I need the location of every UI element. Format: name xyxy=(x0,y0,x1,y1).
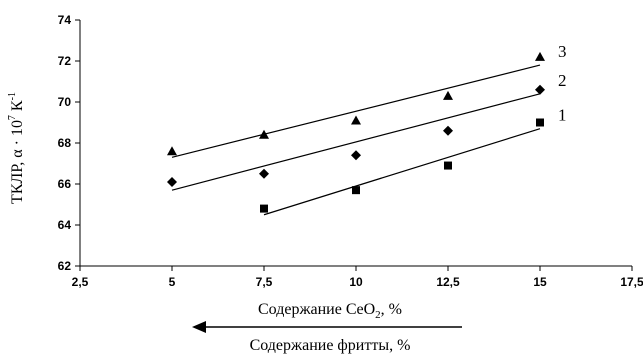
series-label-1: 1 xyxy=(558,106,567,125)
trendline-series-1 xyxy=(263,128,541,216)
x-tick-label: 7,5 xyxy=(256,275,273,289)
y-tick-label: 70 xyxy=(58,95,72,109)
x-tick-label: 15 xyxy=(533,275,547,289)
frit-label: Содержание фритты, % xyxy=(250,337,411,354)
x-tick-label: 5 xyxy=(169,275,176,289)
frit-arrow xyxy=(192,321,462,333)
x-tick-label: 10 xyxy=(349,275,363,289)
y-tick-label: 68 xyxy=(58,136,72,150)
data-point-series-1 xyxy=(536,118,544,127)
series-label-3: 3 xyxy=(558,42,567,61)
y-tick-label: 66 xyxy=(58,177,72,191)
trendline-series-3 xyxy=(171,64,541,158)
data-point-series-2 xyxy=(259,168,269,179)
trendlines xyxy=(171,64,541,216)
data-point-series-3 xyxy=(535,51,545,61)
x-tick-label: 17,5 xyxy=(620,275,643,289)
data-point-series-3 xyxy=(351,115,361,125)
data-point-series-3 xyxy=(167,146,177,156)
trendline-series-2 xyxy=(171,93,541,191)
y-tick-label: 74 xyxy=(58,13,72,27)
data-point-series-3 xyxy=(443,90,453,100)
y-tick-label: 64 xyxy=(58,218,72,232)
data-point-series-2 xyxy=(167,176,177,187)
labels: 1 2 3 xyxy=(558,42,567,125)
x-axis-title: Содержание CeO2, % xyxy=(258,301,402,321)
data-point-series-1 xyxy=(444,161,452,170)
data-point-series-1 xyxy=(260,204,268,213)
data-point-series-2 xyxy=(443,125,453,136)
series-label-2: 2 xyxy=(558,71,567,90)
x-tick-label: 2,5 xyxy=(72,275,89,289)
frit-arrow-head xyxy=(192,321,206,333)
data-point-series-3 xyxy=(259,129,269,139)
data-point-series-2 xyxy=(351,150,361,161)
y-tick-label: 62 xyxy=(58,259,72,273)
x-tick-label: 12,5 xyxy=(436,275,460,289)
data-point-series-2 xyxy=(535,84,545,95)
data-point-series-1 xyxy=(352,186,360,195)
markers xyxy=(167,51,545,213)
y-tick-label: 72 xyxy=(58,54,72,68)
axes: 62 64 66 68 70 72 74 2,5 5 7,5 10 12,5 15 17,5 xyxy=(58,13,643,289)
y-axis-title: ТКЛР, α · 107 К-1 xyxy=(7,92,26,204)
